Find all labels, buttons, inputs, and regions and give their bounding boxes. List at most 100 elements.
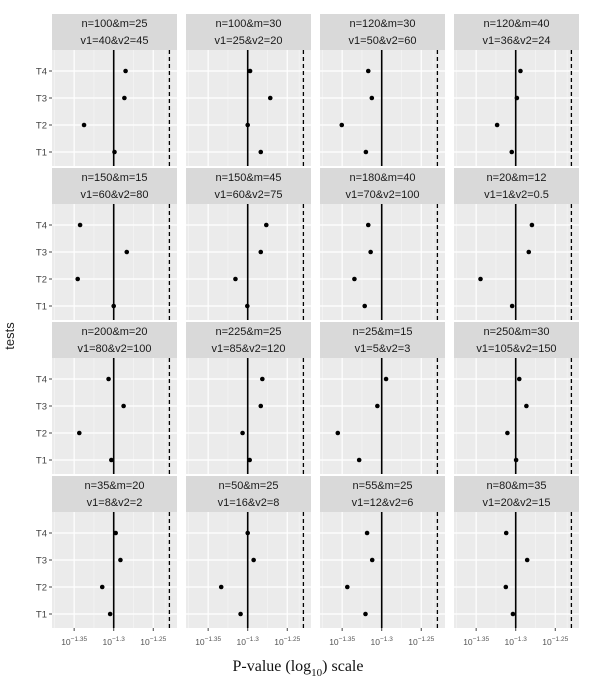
y-tick-label: T1 (36, 456, 47, 467)
x-tick-label-exponent: −1.25 (150, 636, 167, 643)
panels-layer: n=100&m=25 v1=40&v2=45 T1 T2 T3 T4 n=100&m=30 v… (36, 14, 579, 647)
x-tick-label: 10−1.3 (237, 636, 260, 647)
y-tick-label: T3 (36, 402, 47, 413)
x-tick-label: 10−1.25 (542, 636, 568, 647)
x-tick-label-base: 10 (237, 637, 247, 647)
panel-title-line2: v1=60&v2=80 (81, 189, 149, 201)
panel-title-line2: v1=36&v2=24 (483, 35, 551, 47)
y-tick-label: T4 (36, 67, 47, 78)
data-point-T3 (118, 557, 123, 563)
panel-14: n=50&m=25 v1=16&v2=8 (186, 476, 311, 628)
data-point-T1 (107, 611, 113, 617)
data-point-T4 (106, 376, 111, 382)
data-point-T3 (258, 249, 264, 255)
data-point-T4 (529, 222, 535, 228)
panel-strip (186, 168, 311, 204)
panel-title-line1: n=180&m=40 (349, 172, 415, 184)
data-point-T1 (238, 611, 243, 617)
data-point-T3 (526, 249, 532, 255)
data-point-T2 (75, 276, 81, 282)
x-tick-label-base: 10 (408, 637, 418, 647)
x-axis-label-subscript: 10 (311, 667, 323, 679)
data-point-T3 (267, 95, 273, 101)
x-tick-label-exponent: −1.3 (380, 636, 393, 643)
panel-title-line2: v1=16&v2=8 (218, 497, 280, 509)
y-tick-label: T1 (36, 610, 47, 621)
x-tick-label: 10−1.35 (463, 636, 489, 647)
data-point-T1 (510, 611, 516, 617)
panel-12: n=250&m=30 v1=105&v2=150 (454, 322, 579, 474)
panel-2: n=100&m=30 v1=25&v2=20 (186, 14, 311, 166)
x-tick-label: 10−1.35 (329, 636, 355, 647)
y-tick-label: T2 (36, 583, 47, 594)
data-point-T2 (505, 430, 510, 436)
x-tick-label-base: 10 (61, 637, 71, 647)
panel-7: n=180&m=40 v1=70&v2=100 (320, 168, 445, 320)
panel-title-line1: n=150&m=15 (81, 172, 147, 184)
x-tick-label-base: 10 (195, 637, 205, 647)
data-point-T1 (363, 149, 369, 155)
panel-title-line1: n=100&m=30 (215, 18, 281, 30)
data-point-T2 (335, 430, 341, 436)
panel-title-line2: v1=5&v2=3 (355, 343, 411, 355)
data-point-T4 (383, 376, 389, 382)
y-tick-label: T4 (36, 375, 47, 386)
data-point-T1 (109, 457, 114, 463)
panel-title-line1: n=100&m=25 (81, 18, 147, 30)
panel-strip (52, 168, 177, 204)
y-tick-label: T2 (36, 121, 47, 132)
data-point-T3 (524, 403, 529, 409)
panel-title-line1: n=35&m=20 (85, 480, 145, 492)
panel-title-line2: v1=85&v2=120 (211, 343, 285, 355)
panel-title-line1: n=250&m=30 (483, 326, 549, 338)
data-point-T1 (509, 303, 515, 309)
data-point-T3 (368, 249, 373, 255)
panel-strip (320, 322, 445, 358)
data-point-T4 (247, 68, 253, 74)
panel-title-line2: v1=25&v2=20 (215, 35, 283, 47)
panel-title-line2: v1=105&v2=150 (476, 343, 556, 355)
panel-title-line1: n=120&m=30 (349, 18, 415, 30)
panel-1: n=100&m=25 v1=40&v2=45 (52, 14, 177, 166)
panel-strip (320, 14, 445, 50)
data-point-T4 (518, 68, 523, 74)
panel-16: n=80&m=35 v1=20&v2=15 (454, 476, 579, 628)
panel-title-line1: n=25&m=15 (353, 326, 413, 338)
panel-6: n=150&m=45 v1=60&v2=75 (186, 168, 311, 320)
data-point-T2 (81, 122, 87, 128)
panel-title-line2: v1=50&v2=60 (349, 35, 417, 47)
panel-title-line2: v1=12&v2=6 (352, 497, 414, 509)
panel-title-line1: n=80&m=35 (487, 480, 547, 492)
panel-strip (320, 168, 445, 204)
data-point-T1 (258, 149, 264, 155)
x-tick-label-base: 10 (103, 637, 113, 647)
x-tick-label-exponent: −1.3 (246, 636, 259, 643)
data-point-T4 (503, 530, 509, 536)
data-point-T2 (344, 584, 350, 590)
data-point-T4 (260, 376, 265, 382)
panel-title-line2: v1=20&v2=15 (483, 497, 551, 509)
panel-title-line2: v1=8&v2=2 (87, 497, 143, 509)
data-point-T1 (112, 149, 117, 155)
panel-strip (186, 476, 311, 512)
panel-title-line1: n=50&m=25 (219, 480, 279, 492)
data-point-T3 (258, 403, 264, 409)
data-point-T2 (503, 584, 509, 590)
y-tick-label: T2 (36, 275, 47, 286)
data-point-T2 (339, 122, 345, 128)
panel-title-line2: v1=60&v2=75 (215, 189, 283, 201)
panel-strip (454, 14, 579, 50)
x-tick-label-base: 10 (505, 637, 515, 647)
panel-strip (52, 476, 177, 512)
data-point-T2 (494, 122, 500, 128)
data-point-T3 (121, 403, 126, 409)
x-tick-label-exponent: −1.25 (284, 636, 301, 643)
data-point-T3 (375, 403, 380, 409)
data-point-T4 (516, 376, 522, 382)
data-point-T3 (124, 249, 130, 255)
panel-title-line1: n=20&m=12 (487, 172, 547, 184)
panel-title-line1: n=200&m=20 (81, 326, 147, 338)
panel-9: n=200&m=20 v1=80&v2=100 (52, 322, 177, 474)
data-point-T4 (77, 222, 83, 228)
